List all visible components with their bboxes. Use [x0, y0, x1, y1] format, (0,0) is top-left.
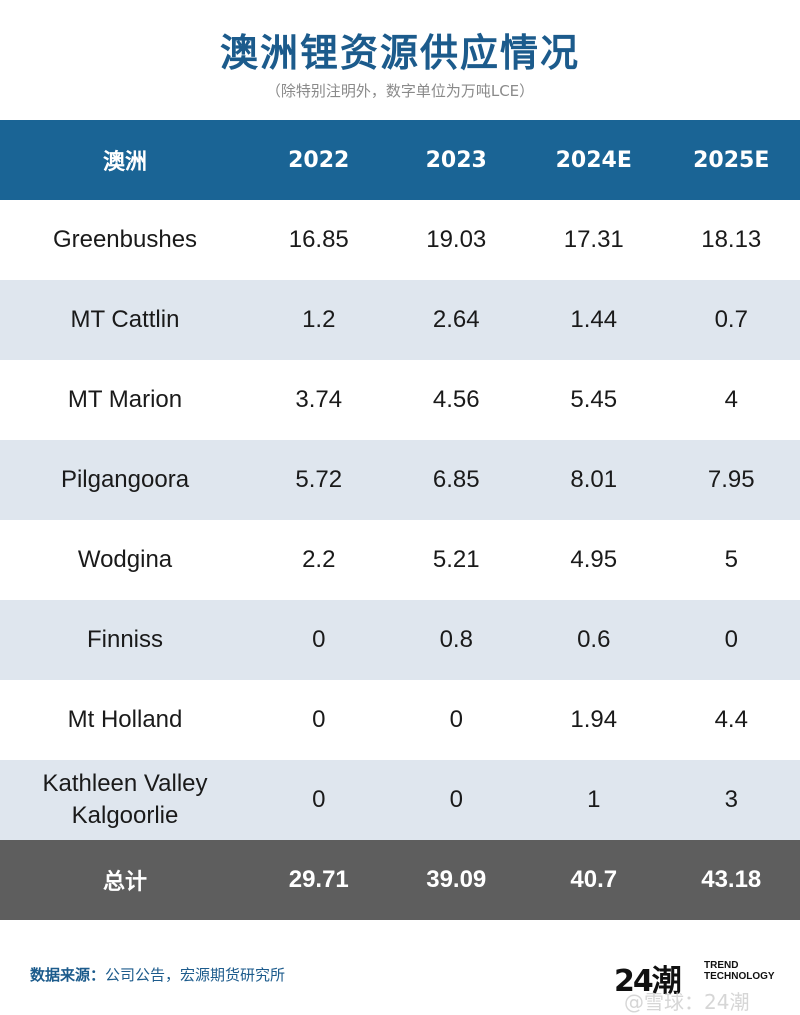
source-text: 公司公告，宏源期货研究所: [105, 966, 285, 984]
value-2025e: 4.4: [663, 680, 800, 760]
value-2022: 0: [250, 760, 388, 840]
mine-name: MT Cattlin: [0, 280, 250, 360]
total-2024e: 40.7: [525, 840, 663, 920]
value-2025e: 4: [663, 360, 800, 440]
table-row: Pilgangoora 5.72 6.85 8.01 7.95: [0, 440, 800, 520]
value-2022: 3.74: [250, 360, 388, 440]
mine-name: MT Marion: [0, 360, 250, 440]
value-2023: 2.64: [388, 280, 526, 360]
value-2025e: 0.7: [663, 280, 800, 360]
value-2024e: 0.6: [525, 600, 663, 680]
logo-line-2: TECHNOLOGY: [704, 971, 775, 982]
table-row: Finniss 0 0.8 0.6 0: [0, 600, 800, 680]
value-2023: 4.56: [388, 360, 526, 440]
mine-name: Greenbushes: [0, 200, 250, 280]
value-2023: 5.21: [388, 520, 526, 600]
source-label: 数据来源：: [30, 966, 105, 984]
value-2023: 0: [388, 680, 526, 760]
total-2025e: 43.18: [663, 840, 800, 920]
header-2024e: 2024E: [525, 120, 663, 200]
mine-name: Kathleen Valley Kalgoorlie: [0, 760, 250, 840]
header-2025e: 2025E: [663, 120, 800, 200]
mine-name: Mt Holland: [0, 680, 250, 760]
table-row: Greenbushes 16.85 19.03 17.31 18.13: [0, 200, 800, 280]
value-2022: 2.2: [250, 520, 388, 600]
value-2022: 5.72: [250, 440, 388, 520]
watermark: @雪球：24潮: [624, 986, 749, 1015]
value-2025e: 18.13: [663, 200, 800, 280]
table-row: Mt Holland 0 0 1.94 4.4: [0, 680, 800, 760]
value-2023: 0.8: [388, 600, 526, 680]
value-2024e: 8.01: [525, 440, 663, 520]
value-2024e: 1.44: [525, 280, 663, 360]
logo-line-1: TREND: [704, 960, 775, 971]
mine-name: Wodgina: [0, 520, 250, 600]
logo-english: TREND TECHNOLOGY: [704, 960, 775, 982]
value-2023: 6.85: [388, 440, 526, 520]
value-2023: 0: [388, 760, 526, 840]
mine-name: Pilgangoora: [0, 440, 250, 520]
value-2023: 19.03: [388, 200, 526, 280]
table-row: MT Marion 3.74 4.56 5.45 4: [0, 360, 800, 440]
value-2024e: 1.94: [525, 680, 663, 760]
header-region: 澳洲: [0, 120, 250, 200]
value-2024e: 4.95: [525, 520, 663, 600]
mine-name: Finniss: [0, 600, 250, 680]
page-title: 澳洲锂资源供应情况: [0, 22, 800, 77]
header-2023: 2023: [388, 120, 526, 200]
value-2025e: 7.95: [663, 440, 800, 520]
total-2023: 39.09: [388, 840, 526, 920]
value-2025e: 3: [663, 760, 800, 840]
value-2022: 16.85: [250, 200, 388, 280]
value-2024e: 17.31: [525, 200, 663, 280]
value-2025e: 5: [663, 520, 800, 600]
value-2022: 0: [250, 680, 388, 760]
total-2022: 29.71: [250, 840, 388, 920]
page-subtitle: （除特别注明外，数字单位为万吨LCE）: [0, 80, 800, 101]
table-header-row: 澳洲 2022 2023 2024E 2025E: [0, 120, 800, 200]
total-row: 总计 29.71 39.09 40.7 43.18: [0, 840, 800, 920]
total-label: 总计: [0, 840, 250, 920]
value-2022: 1.2: [250, 280, 388, 360]
data-source: 数据来源：公司公告，宏源期货研究所: [30, 964, 285, 985]
value-2024e: 1: [525, 760, 663, 840]
lithium-supply-table: 澳洲 2022 2023 2024E 2025E Greenbushes 16.…: [0, 120, 800, 920]
table-row: Wodgina 2.2 5.21 4.95 5: [0, 520, 800, 600]
value-2025e: 0: [663, 600, 800, 680]
table-row: MT Cattlin 1.2 2.64 1.44 0.7: [0, 280, 800, 360]
header-2022: 2022: [250, 120, 388, 200]
table-row: Kathleen Valley Kalgoorlie 0 0 1 3: [0, 760, 800, 840]
value-2024e: 5.45: [525, 360, 663, 440]
value-2022: 0: [250, 600, 388, 680]
